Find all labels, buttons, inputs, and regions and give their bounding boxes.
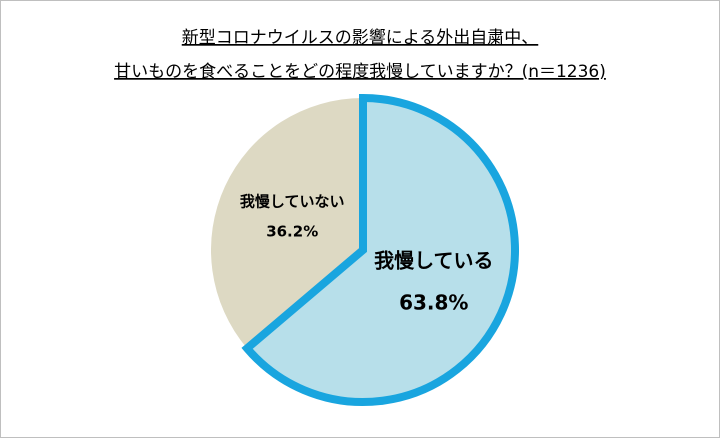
slice-label: 我慢している: [374, 248, 493, 272]
value-label: 36.2%: [266, 223, 318, 241]
chart-title: 甘いものを食べることをどの程度我慢していますか？(n＝1236): [114, 61, 606, 82]
value-label: 63.8%: [399, 290, 468, 314]
slice-label: 我慢していない: [240, 193, 345, 211]
pie-slice: [241, 93, 519, 406]
chart-title: 新型コロナウイルスの影響による外出自粛中、: [182, 28, 539, 48]
pie-slice: [211, 98, 363, 349]
